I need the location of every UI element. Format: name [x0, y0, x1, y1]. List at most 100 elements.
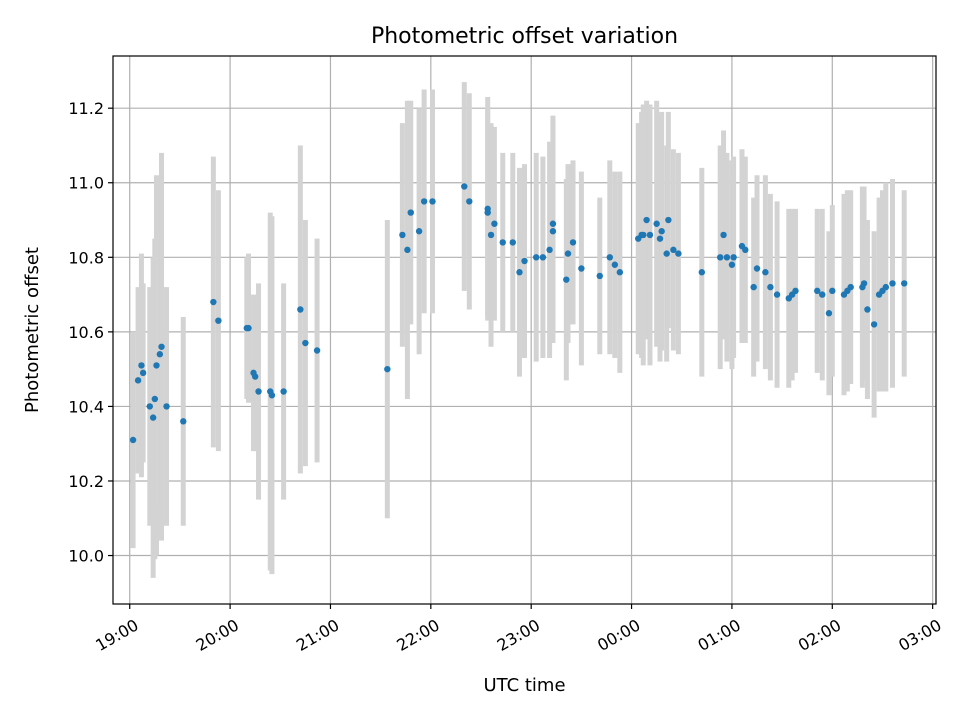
- data-point: [720, 231, 727, 239]
- data-point: [882, 283, 890, 291]
- data-point: [156, 351, 164, 358]
- data-point: [606, 254, 614, 261]
- data-point: [539, 254, 547, 261]
- x-tick-label: 19:00: [92, 615, 141, 655]
- y-tick-label: 10.6: [68, 323, 104, 342]
- x-tick-label: 22:00: [393, 615, 442, 655]
- data-point: [415, 228, 423, 235]
- data-point: [499, 239, 506, 246]
- data-point: [611, 261, 619, 268]
- data-point: [569, 239, 577, 246]
- plot-frame: [112, 55, 937, 605]
- data-point: [384, 365, 391, 373]
- data-point: [461, 183, 468, 190]
- data-point: [742, 246, 749, 254]
- data-point: [280, 388, 287, 395]
- data-point: [146, 403, 154, 410]
- data-point: [753, 265, 761, 272]
- data-point: [578, 265, 585, 272]
- data-point: [302, 339, 309, 347]
- data-point: [847, 283, 854, 291]
- data-point: [210, 298, 217, 306]
- data-point: [665, 216, 672, 224]
- x-axis-label: UTC time: [483, 675, 565, 696]
- y-tick-label: 10.2: [68, 472, 104, 491]
- data-point: [158, 343, 165, 350]
- data-point: [717, 254, 724, 261]
- data-point: [670, 246, 677, 254]
- data-point: [313, 347, 321, 354]
- data-point: [819, 291, 826, 298]
- data-point: [563, 276, 570, 283]
- data-point: [814, 287, 821, 295]
- y-tick-label: 11.2: [68, 99, 104, 118]
- x-tick-label: 01:00: [694, 615, 743, 655]
- y-tick-label: 10.4: [68, 397, 104, 416]
- data-point: [549, 228, 557, 235]
- data-point: [466, 198, 473, 205]
- data-point: [139, 369, 147, 377]
- data-point: [616, 269, 624, 276]
- data-point: [491, 220, 498, 227]
- chart-title: Photometric offset variation: [371, 24, 678, 49]
- data-point: [546, 246, 553, 254]
- x-tick-label: 03:00: [895, 615, 944, 655]
- data-point: [407, 209, 414, 216]
- data-point: [245, 324, 252, 332]
- data-point: [825, 310, 833, 317]
- data-point: [829, 287, 836, 295]
- data-point: [509, 239, 516, 246]
- data-point: [268, 392, 276, 399]
- data-point: [151, 395, 159, 403]
- data-point: [255, 388, 262, 395]
- data-point: [646, 231, 654, 239]
- data-point: [251, 373, 259, 380]
- y-tick-label: 11.0: [68, 174, 104, 193]
- data-point: [773, 291, 781, 298]
- data-point: [134, 377, 142, 384]
- data-point: [533, 254, 540, 261]
- data-point: [792, 287, 799, 295]
- data-point: [860, 280, 868, 287]
- data-point: [663, 250, 670, 257]
- data-point: [215, 317, 222, 324]
- x-tick-label: 00:00: [594, 615, 643, 655]
- data-point: [767, 283, 774, 291]
- data-points: [129, 183, 908, 444]
- x-tick-label: 20:00: [193, 615, 242, 655]
- x-tick-label: 21:00: [293, 615, 342, 655]
- data-point: [129, 436, 137, 444]
- data-point: [643, 216, 650, 224]
- data-point: [656, 235, 664, 242]
- data-point: [420, 198, 428, 205]
- data-point: [399, 231, 406, 239]
- data-point: [549, 220, 557, 227]
- data-point: [138, 362, 145, 369]
- data-point: [564, 250, 572, 257]
- y-tick-label: 10.8: [68, 248, 104, 267]
- data-point: [153, 362, 160, 369]
- data-point: [728, 261, 736, 268]
- data-point: [484, 205, 491, 213]
- data-point: [180, 418, 187, 425]
- y-tick-label: 10.0: [68, 547, 104, 566]
- data-point: [487, 231, 495, 239]
- data-point: [596, 272, 603, 280]
- x-tick-label: 23:00: [494, 615, 543, 655]
- data-point: [163, 403, 170, 410]
- y-axis-label: Photometric offset: [22, 247, 43, 413]
- data-point: [149, 414, 157, 421]
- data-point: [901, 280, 908, 287]
- data-point: [870, 321, 878, 328]
- data-point: [653, 220, 660, 227]
- data-point: [516, 269, 523, 276]
- data-point: [297, 306, 304, 313]
- data-point: [521, 257, 528, 265]
- data-point: [658, 228, 665, 235]
- data-point: [404, 246, 411, 254]
- data-point: [889, 280, 896, 287]
- data-point: [750, 283, 757, 291]
- data-point: [864, 306, 871, 313]
- data-point: [640, 231, 647, 239]
- data-point: [762, 269, 769, 276]
